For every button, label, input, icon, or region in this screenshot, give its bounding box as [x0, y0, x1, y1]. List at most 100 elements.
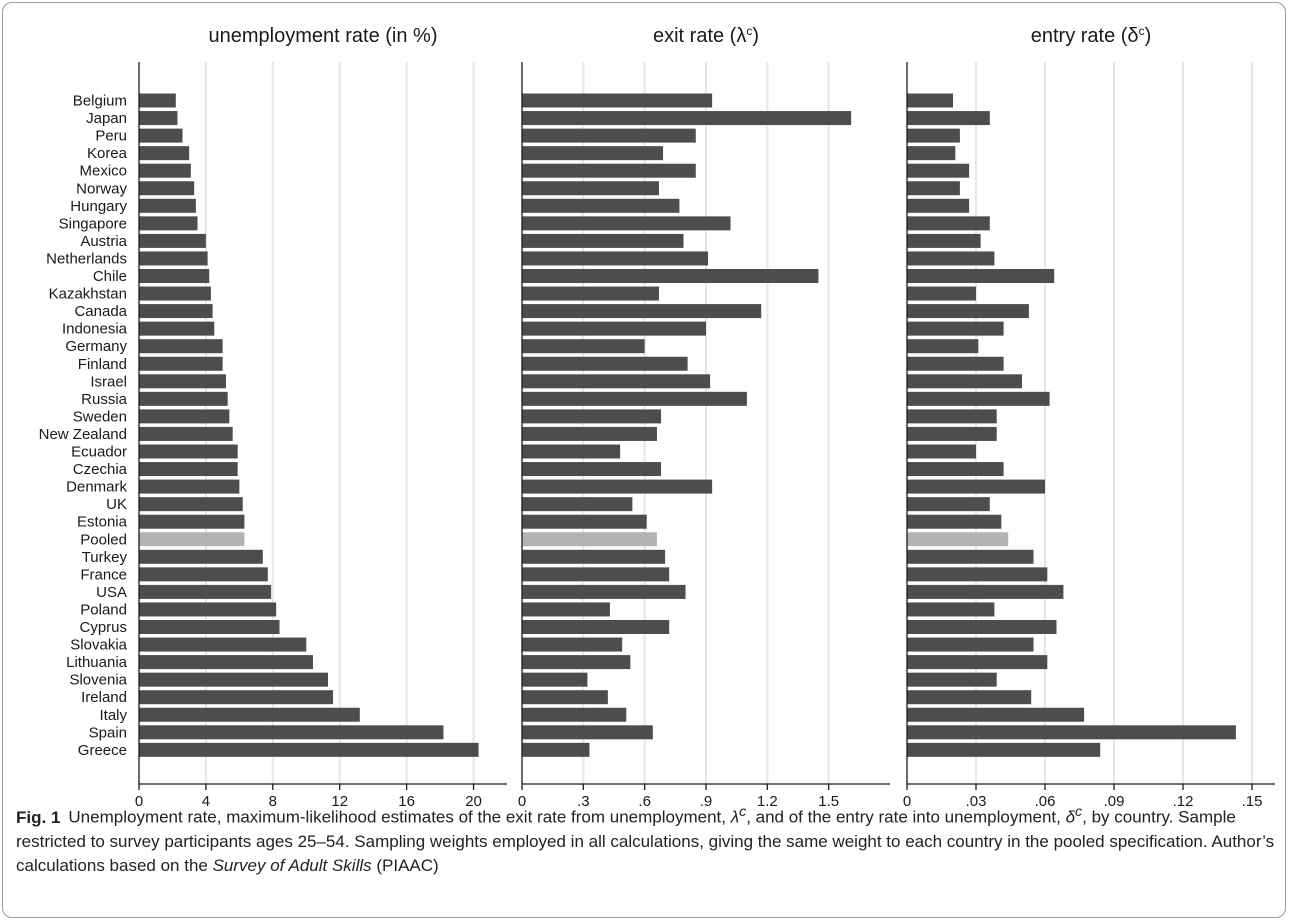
caption-text-2: , and of the entry rate into unemploymen…: [746, 807, 1066, 827]
panel-3-bar-slovakia: [907, 637, 1034, 652]
panel-3-bar-poland: [907, 602, 995, 617]
panel-1-bar-estonia: [139, 514, 245, 529]
panel-2-bar-slovenia: [522, 672, 588, 687]
panel-1-bar-sweden: [139, 409, 230, 424]
category-label-poland: Poland: [80, 601, 127, 618]
panel-3-bar-norway: [907, 181, 960, 196]
caption-survey-name: Survey of Adult Skills: [212, 855, 372, 875]
panel-3-bar-peru: [907, 128, 960, 143]
panel-1-bar-chile: [139, 269, 210, 283]
category-label-greece: Greece: [78, 742, 127, 759]
category-label-finland: Finland: [78, 356, 127, 373]
caption-text-3: , by country. Sample restricted to surve…: [16, 807, 1275, 875]
panel-1-bar-cyprus: [139, 620, 280, 634]
panel-1-bar-slovakia: [139, 637, 307, 652]
panel-3-bar-korea: [907, 146, 956, 161]
panel-2-tick-label: 1.5: [818, 793, 839, 810]
category-label-slovakia: Slovakia: [70, 637, 127, 654]
panel-1-bar-new-zealand: [139, 426, 233, 441]
category-label-hungary: Hungary: [70, 198, 127, 215]
caption-delta: δ: [1065, 807, 1076, 827]
panel-3-bar-israel: [907, 374, 1022, 389]
panel-1-tick-label: 12: [331, 793, 348, 810]
panel-3-bar-austria: [907, 233, 981, 248]
category-label-singapore: Singapore: [59, 215, 127, 232]
panel-1-bar-germany: [139, 339, 223, 354]
panel-2-bar-france: [522, 567, 670, 582]
panel-2-tick-label: 0: [518, 793, 526, 810]
panel-2-bar-mexico: [522, 163, 696, 178]
panel-2-bar-sweden: [522, 409, 662, 424]
panel-3-bar-denmark: [907, 479, 1045, 494]
category-label-cyprus: Cyprus: [79, 619, 127, 636]
category-label-lithuania: Lithuania: [66, 654, 128, 671]
panel-3-title: entry rate (δc): [1031, 24, 1152, 47]
panel-2-bar-finland: [522, 356, 688, 371]
caption-text-4: (PIAAC): [371, 855, 439, 875]
panel-2-bar-turkey: [522, 549, 666, 564]
caption-lambda: λ: [730, 807, 740, 827]
category-label-usa: USA: [96, 584, 127, 601]
category-label-austria: Austria: [80, 233, 127, 250]
category-label-pooled: Pooled: [80, 531, 127, 548]
panel-2-bar-netherlands: [522, 251, 709, 266]
panel-3-bar-italy: [907, 707, 1085, 722]
category-label-mexico: Mexico: [79, 163, 127, 180]
category-label-korea: Korea: [87, 145, 128, 162]
panel-2-bar-denmark: [522, 479, 713, 494]
category-label-japan: Japan: [86, 110, 127, 127]
panel-1-bar-usa: [139, 584, 272, 599]
panel-1-bar-pooled: [139, 532, 245, 547]
figure-label: Fig. 1: [16, 807, 61, 827]
panel-3-bar-slovenia: [907, 672, 997, 687]
panel-2-title-close: ): [752, 25, 759, 47]
panel-3-tick-label: .12: [1173, 793, 1194, 810]
panel-2-bar-kazakhstan: [522, 286, 659, 301]
panel-1-bar-poland: [139, 602, 277, 617]
panel-3-title-superscript: c: [1139, 24, 1145, 38]
panel-3-tick-label: .15: [1242, 793, 1263, 810]
category-label-indonesia: Indonesia: [62, 321, 128, 338]
category-label-chile: Chile: [93, 268, 127, 285]
panel-1-bar-greece: [139, 742, 479, 757]
panel-2-bar-pooled: [522, 532, 657, 547]
panel-2-tick-label: .9: [700, 793, 713, 810]
caption-lambda-sup: c: [739, 804, 747, 820]
panel-1-bar-netherlands: [139, 251, 208, 266]
panel-1-bar-lithuania: [139, 655, 313, 670]
panel-2-bar-israel: [522, 374, 711, 389]
category-label-denmark: Denmark: [66, 479, 127, 496]
panel-3-tick-label: .09: [1104, 793, 1125, 810]
panel-2-bar-ireland: [522, 690, 608, 705]
panel-3-title-close: ): [1145, 25, 1152, 47]
panel-1-bar-israel: [139, 374, 226, 389]
panel-2-bar-ecuador: [522, 444, 621, 459]
panel-2-bar-czechia: [522, 462, 662, 477]
panel-2-title: exit rate (λc): [653, 24, 759, 47]
panel-1-bar-finland: [139, 356, 223, 371]
panel-3-bar-russia: [907, 391, 1050, 406]
panel-1-bar-belgium: [139, 93, 176, 108]
panel-3-bar-japan: [907, 111, 990, 126]
panel-3-bar-usa: [907, 584, 1064, 599]
category-label-norway: Norway: [76, 180, 127, 197]
panel-1-bar-czechia: [139, 462, 238, 477]
panel-3-bar-sweden: [907, 409, 997, 424]
panel-3-bar-greece: [907, 742, 1101, 757]
panel-3-bar-ecuador: [907, 444, 976, 459]
panel-3-bar-lithuania: [907, 655, 1048, 670]
panel-2-title-superscript: c: [746, 24, 752, 38]
panel-1-tick-label: 20: [465, 793, 482, 810]
panel-3-tick-label: .06: [1035, 793, 1056, 810]
panel-1-bar-norway: [139, 181, 195, 196]
panel-3-bar-finland: [907, 356, 1004, 371]
panel-2-bar-japan: [522, 111, 852, 126]
panel-1-bar-denmark: [139, 479, 240, 494]
category-label-ireland: Ireland: [81, 689, 127, 706]
panel-1-bar-japan: [139, 111, 178, 126]
panel-1-bar-canada: [139, 304, 213, 319]
panel-1-title: unemployment rate (in %): [209, 25, 438, 47]
panel-2-bar-hungary: [522, 198, 680, 213]
panel-2-bar-spain: [522, 725, 653, 740]
category-label-peru: Peru: [95, 128, 127, 145]
